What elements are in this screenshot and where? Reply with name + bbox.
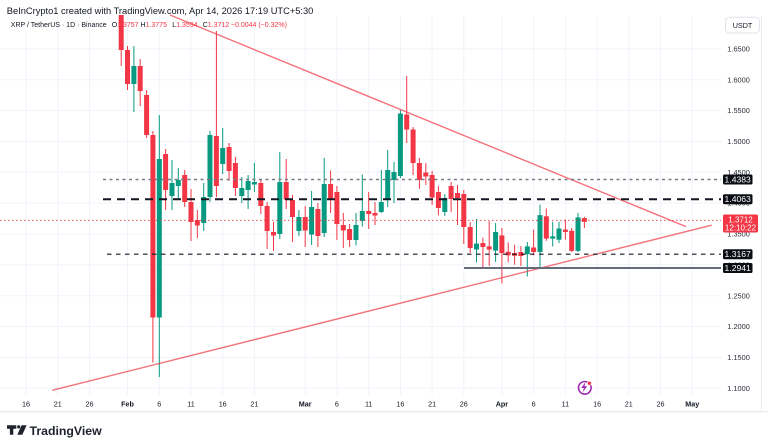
svg-text:Feb: Feb [121, 400, 134, 409]
svg-text:1.5000: 1.5000 [727, 137, 750, 146]
svg-text:11: 11 [365, 400, 372, 409]
svg-text:16: 16 [22, 400, 30, 409]
svg-text:1.3712: 1.3712 [728, 215, 753, 224]
svg-text:6: 6 [157, 400, 161, 409]
svg-text:12:10:22: 12:10:22 [725, 224, 757, 233]
svg-text:1.1500: 1.1500 [727, 353, 750, 362]
svg-text:1.4383: 1.4383 [725, 174, 752, 184]
svg-text:26: 26 [657, 400, 665, 409]
svg-text:1.2500: 1.2500 [727, 291, 750, 300]
svg-text:1.3167: 1.3167 [725, 249, 752, 259]
svg-text:TradingView: TradingView [30, 424, 103, 438]
svg-text:26: 26 [86, 400, 94, 409]
svg-text:21: 21 [250, 400, 258, 409]
svg-text:16: 16 [396, 400, 404, 409]
svg-text:1.6500: 1.6500 [727, 45, 750, 54]
svg-text:26: 26 [460, 400, 468, 409]
svg-text:BeInCrypto1 created with Tradi: BeInCrypto1 created with TradingView.com… [7, 6, 314, 16]
svg-text:16: 16 [593, 400, 601, 409]
svg-text:11: 11 [187, 400, 194, 409]
svg-text:1.4500: 1.4500 [727, 168, 750, 177]
svg-text:21: 21 [54, 400, 62, 409]
svg-text:Apr: Apr [496, 400, 509, 409]
svg-text:1.6000: 1.6000 [727, 75, 750, 84]
svg-text:USDT: USDT [733, 21, 753, 30]
svg-text:1.2941: 1.2941 [725, 263, 752, 273]
svg-text:Mar: Mar [299, 400, 312, 409]
svg-text:1.4063: 1.4063 [725, 194, 752, 204]
svg-text:11: 11 [562, 400, 569, 409]
svg-text:6: 6 [335, 400, 339, 409]
svg-text:21: 21 [625, 400, 633, 409]
svg-text:1.5500: 1.5500 [727, 106, 750, 115]
svg-text:1.1000: 1.1000 [727, 384, 750, 393]
svg-text:16: 16 [219, 400, 227, 409]
svg-text:May: May [685, 400, 699, 409]
svg-text:1.3500: 1.3500 [727, 230, 750, 239]
svg-text:21: 21 [428, 400, 436, 409]
svg-text:6: 6 [532, 400, 536, 409]
svg-text:1.2000: 1.2000 [727, 322, 750, 331]
